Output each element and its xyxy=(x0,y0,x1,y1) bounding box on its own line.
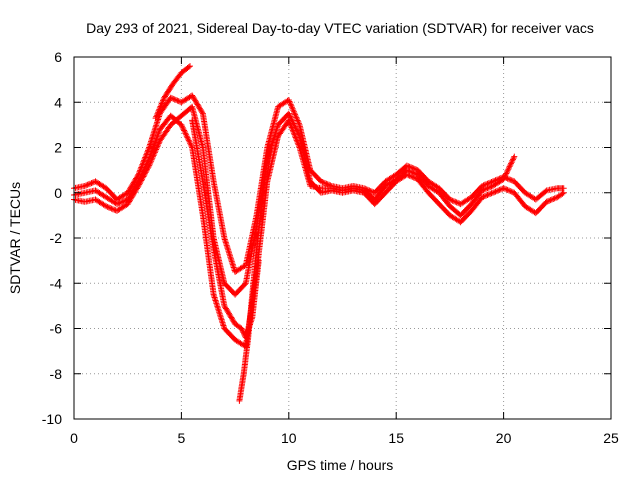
x-tick-label: 25 xyxy=(603,430,619,446)
chart-title: Day 293 of 2021, Sidereal Day-to-day VTE… xyxy=(86,20,594,36)
y-tick-label: -10 xyxy=(42,411,62,427)
y-tick-label: 0 xyxy=(54,185,62,201)
y-tick-label: 2 xyxy=(54,140,62,156)
x-tick-label: 10 xyxy=(281,430,297,446)
y-axis-label: SDTVAR / TECUs xyxy=(7,182,23,294)
x-tick-label: 5 xyxy=(178,430,186,446)
y-tick-label: 6 xyxy=(54,49,62,65)
x-tick-label: 0 xyxy=(70,430,78,446)
axis-ticks: 0 5 10 15 20 25 -10 -8 -6 -4 -2 0 2 4 6 xyxy=(42,49,619,446)
x-tick-label: 20 xyxy=(496,430,512,446)
series-4-points xyxy=(152,63,193,122)
x-axis-label: GPS time / hours xyxy=(287,457,394,473)
series-6-points xyxy=(236,144,273,404)
y-tick-label: -2 xyxy=(50,230,63,246)
y-tick-label: -6 xyxy=(50,321,63,337)
y-tick-label: 4 xyxy=(54,94,62,110)
x-tick-label: 15 xyxy=(388,430,404,446)
y-tick-label: -4 xyxy=(50,275,63,291)
y-tick-label: -8 xyxy=(50,366,63,382)
